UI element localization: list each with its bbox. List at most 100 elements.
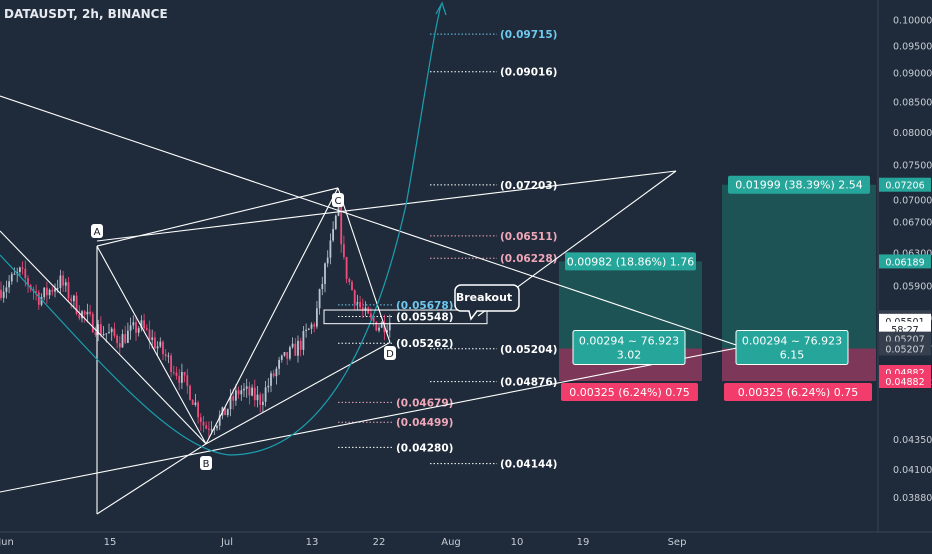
candle-body (272, 373, 275, 377)
candle-body (5, 287, 8, 292)
candle-body (361, 307, 364, 311)
candle-body (94, 332, 97, 335)
pattern-leg-bc (205, 187, 339, 445)
candle-body (186, 375, 189, 386)
fib-level-label: (0.05262) (396, 338, 453, 350)
target-label: 0.01999 (38.39%) 2.54 (735, 179, 863, 192)
price-tag: 0.07206 (885, 181, 924, 192)
candle-body (262, 401, 264, 405)
candle-body (64, 282, 67, 286)
price-axis[interactable]: 0.10000 0.09500 0.09000 0.08500 0.08000 0.075… (877, 0, 932, 550)
candle-body (108, 331, 110, 334)
candle-body (140, 320, 143, 329)
breakout-label: Breakout (456, 291, 512, 304)
candle-body (21, 267, 24, 269)
candle-body (280, 355, 283, 360)
candle-body (235, 390, 237, 401)
candle-body (135, 322, 137, 333)
price-tag-box (879, 374, 931, 389)
candle-body (326, 257, 329, 264)
candle-body (48, 289, 51, 296)
fib-level-label: (0.04144) (500, 459, 557, 471)
target-label-box (565, 252, 696, 271)
candle-body (345, 257, 348, 279)
symbol-title: DATAUSDT, 2h, BINANCE (4, 7, 168, 21)
price-tag: 0.04882 (885, 368, 924, 379)
price-tick-label: 0.07500 (893, 161, 932, 172)
candle-body (121, 334, 124, 348)
candle-body (129, 325, 132, 331)
price-tag: 0.04882 (885, 377, 924, 388)
candle-body (164, 354, 167, 357)
pattern-point-box (91, 224, 103, 238)
candle-body (143, 320, 145, 329)
candle-body (205, 425, 208, 429)
pattern-point-b: B (203, 459, 210, 470)
candle-body (35, 291, 37, 293)
candle-body (267, 385, 270, 388)
fib-level-label: (0.06511) (500, 231, 557, 243)
price-tag-box (879, 341, 931, 356)
candle-body (191, 399, 194, 405)
price-tick-label: 0.06300 (893, 248, 932, 259)
candle-body (210, 429, 213, 431)
candle-body (251, 387, 253, 396)
candle-body (337, 203, 340, 216)
candle-body (151, 337, 154, 340)
candle-body (232, 396, 235, 401)
candle-body (172, 372, 175, 374)
pattern-point-a: A (94, 227, 101, 238)
stop-label: 0.00325 (6.24%) 0.75 (569, 386, 690, 399)
pattern-leg-bd (205, 341, 391, 445)
time-tick-label: Jun (0, 537, 14, 548)
fib-level-label: (0.04679) (396, 397, 453, 409)
price-tick-label: 0.09000 (893, 69, 932, 80)
candle-body (386, 330, 388, 333)
candle-body (299, 340, 302, 350)
fib-level-label: (0.07203) (500, 180, 557, 192)
candle-body (321, 283, 324, 290)
price-tag: 0.05207 (885, 345, 924, 356)
pattern-leg-xb (0, 230, 207, 445)
candle-body (351, 281, 353, 291)
price-axis-bg (878, 0, 932, 550)
candle-body (62, 275, 64, 286)
candle-body (0, 289, 2, 298)
time-axis[interactable]: Jun 15 Jul 13 22 Aug 10 19 Sep (0, 531, 932, 550)
candle-body (270, 373, 272, 386)
stop-label: 0.00325 (6.24%) 0.75 (738, 386, 859, 399)
candle-body (253, 387, 256, 401)
candle-body (340, 203, 343, 245)
candle-body (305, 329, 307, 331)
time-axis-bg (0, 532, 932, 550)
candle-body (105, 333, 108, 335)
candle-body (286, 352, 289, 359)
candle-body (24, 268, 27, 279)
candle-body (197, 402, 199, 418)
pattern-point-c: C (335, 196, 342, 207)
candle-body (113, 328, 116, 336)
price-tag: 0.05207 (885, 335, 924, 346)
candle-body (37, 292, 40, 305)
target-label-box (728, 175, 870, 194)
candle-body (294, 343, 297, 356)
candle-body (181, 371, 183, 383)
fib-level-label: (0.04876) (500, 377, 557, 389)
candle-body (189, 385, 191, 400)
candle-body (145, 328, 148, 330)
candle-body (27, 278, 29, 286)
candle-body (202, 421, 205, 426)
upper-channel-line (96, 170, 677, 242)
candle-body (154, 337, 156, 349)
candle-body (216, 425, 218, 429)
candle-body (229, 396, 232, 410)
candle-body (175, 372, 178, 376)
candle-body (318, 289, 321, 309)
candle-body (86, 311, 89, 315)
annotations: 0.00982 (18.86%) 1.76 0.00325 (6.24%) 0.7… (91, 175, 872, 470)
candle-body (170, 355, 172, 373)
candle-body (83, 311, 86, 315)
candle-body (159, 341, 162, 347)
pattern-point-box (384, 346, 396, 360)
